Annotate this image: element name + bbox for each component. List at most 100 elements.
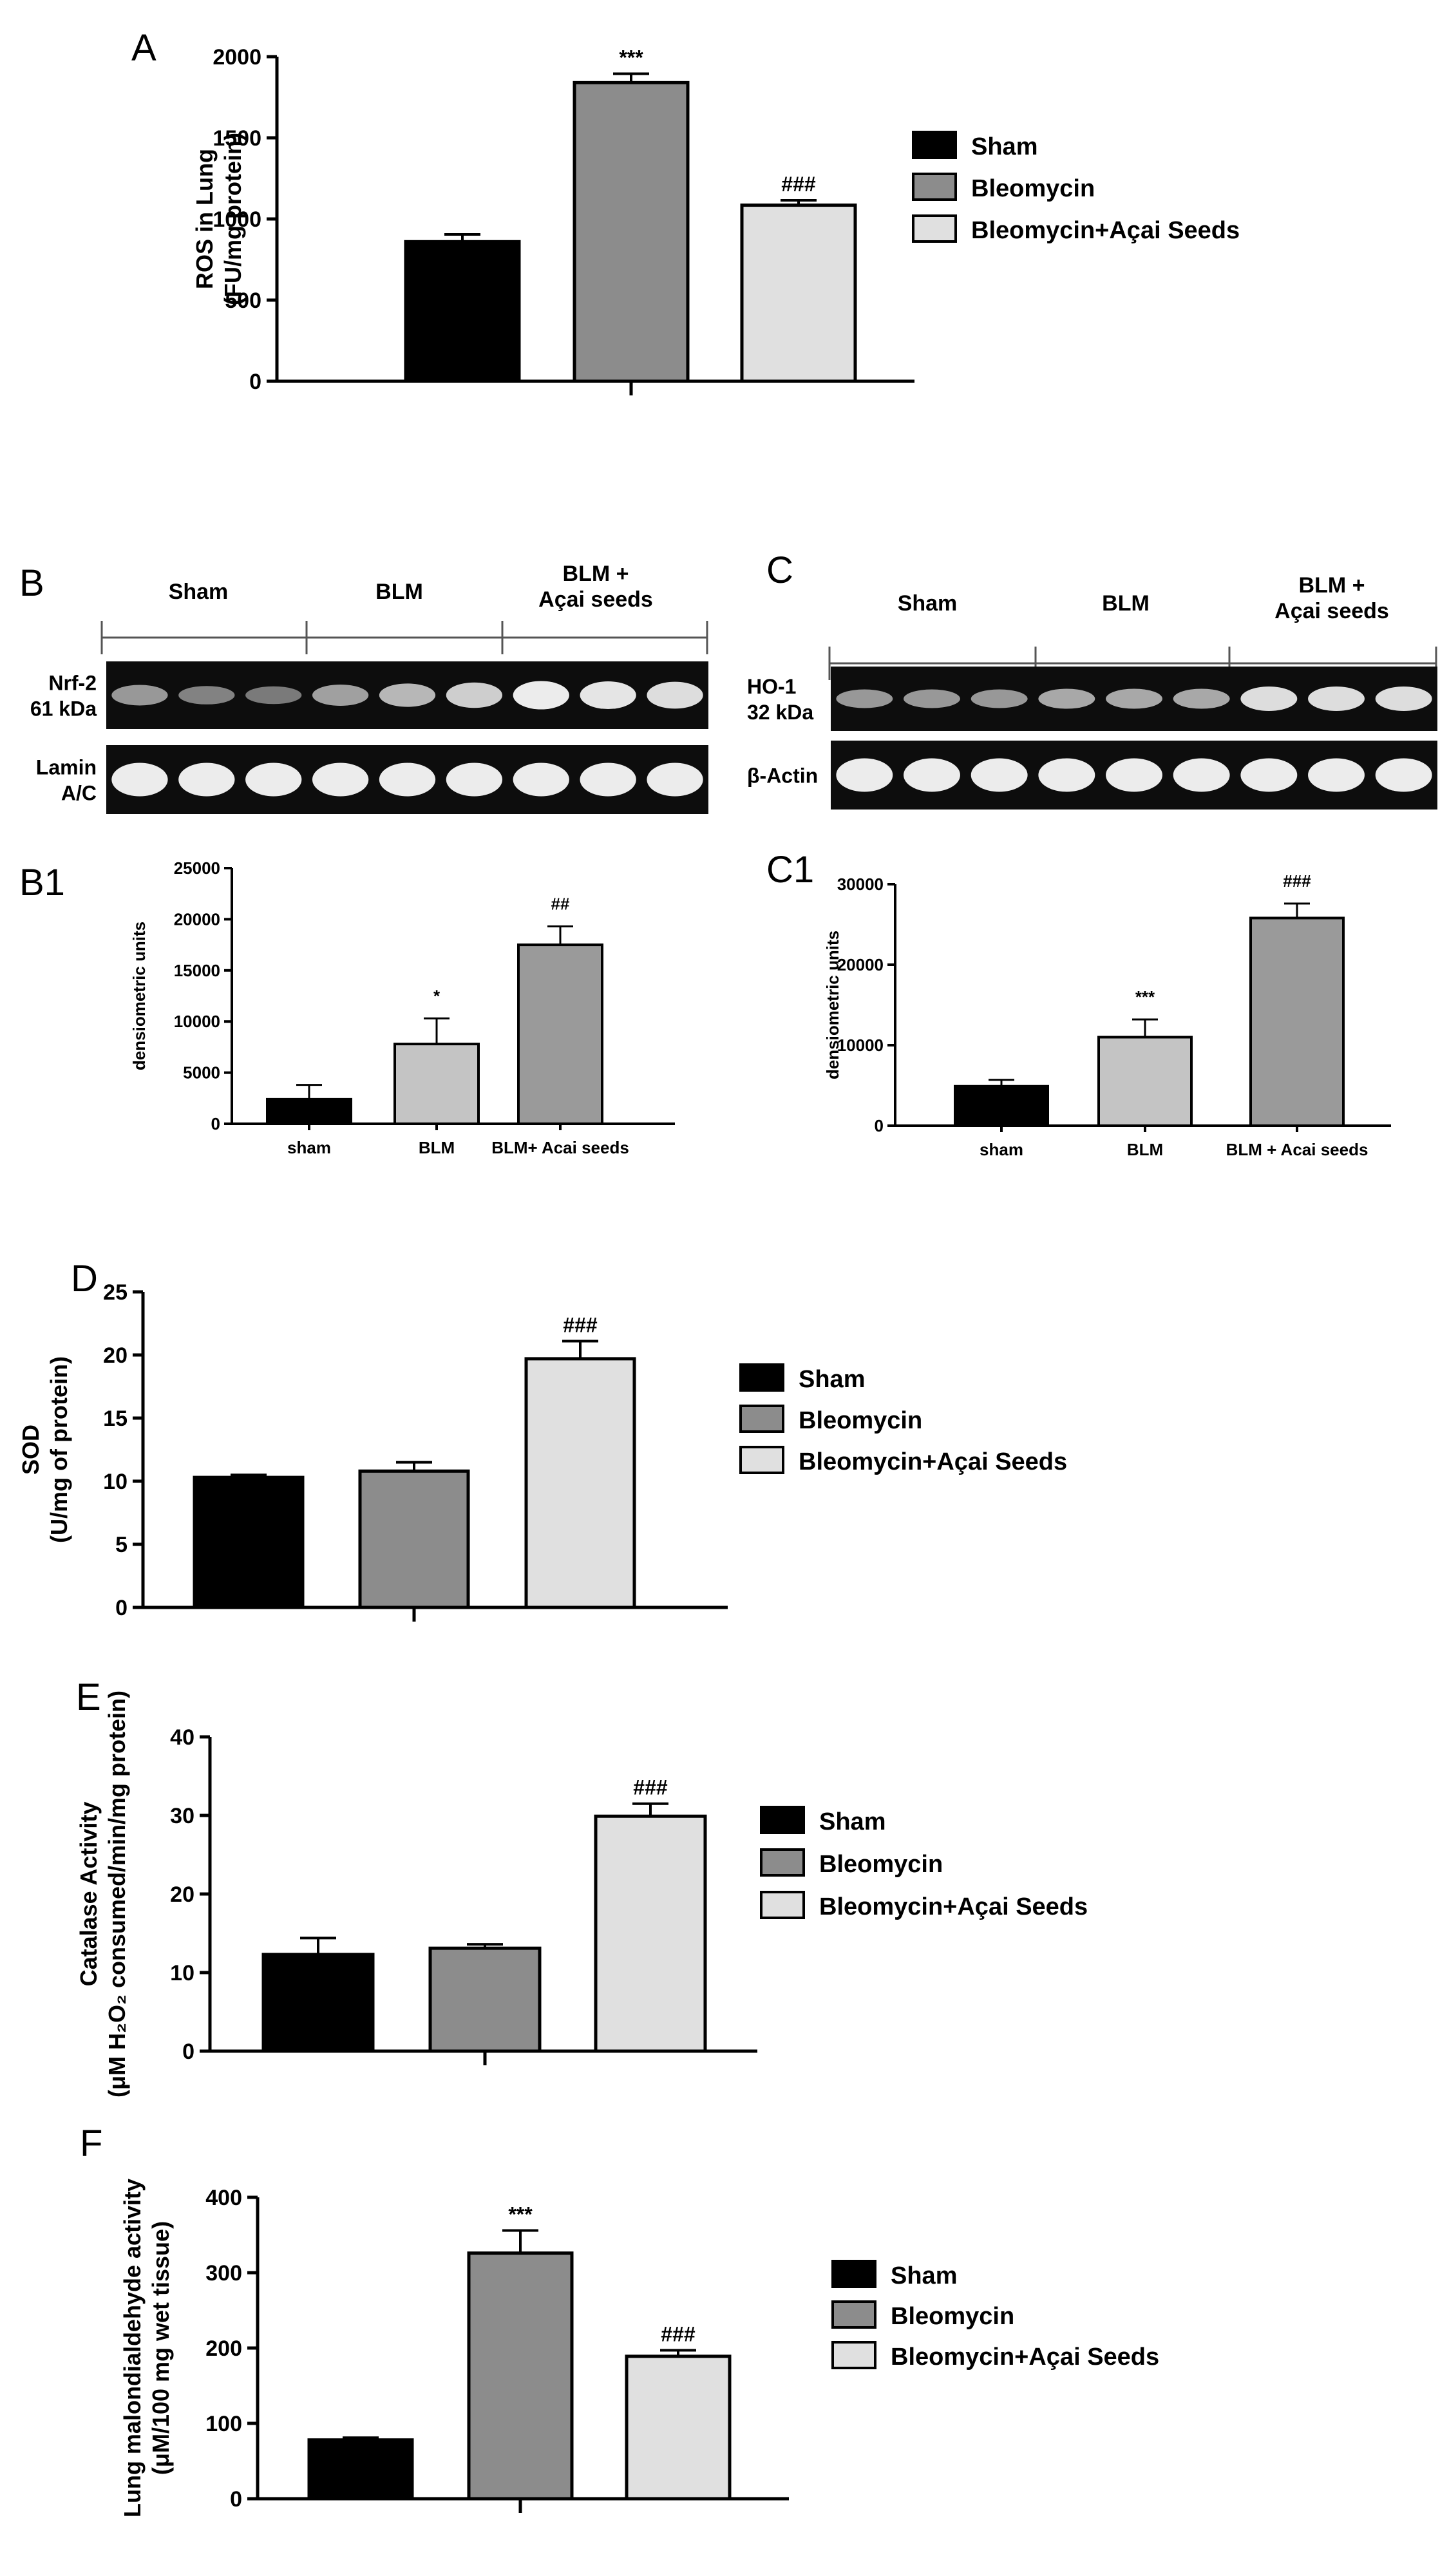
- bar: [1097, 1036, 1193, 1127]
- legend-label: Sham: [799, 1366, 865, 1393]
- legend-swatch: [912, 173, 957, 201]
- y-tick-label: 200: [205, 2336, 242, 2361]
- blot-row-label: HO-1: [747, 675, 796, 698]
- x-tick-label: sham: [980, 1140, 1023, 1159]
- blot-band: [1106, 688, 1162, 709]
- western-blot-b: Sham BLM BLM +Açai seeds Nrf-261 kDa Lamin A/…: [30, 562, 708, 814]
- y-tick-label: 15: [103, 1406, 128, 1431]
- x-tick-label: BLM: [419, 1138, 455, 1157]
- blot-band: [513, 762, 569, 797]
- blot-band: [1375, 758, 1432, 792]
- legend-swatch: [760, 1806, 805, 1834]
- blot-band: [446, 762, 503, 797]
- y-tick-label: 20: [170, 1882, 194, 1907]
- y-tick-label: 20000: [174, 909, 220, 929]
- y-axis-title: (μM H₂O₂ consumed/min/mg protein): [104, 1690, 130, 2098]
- western-blot-c: Sham BLM BLM +Açai seeds HO-1 32 kDa β-Actin: [747, 573, 1437, 810]
- blot-band: [379, 683, 436, 707]
- blot-band: [904, 758, 960, 792]
- y-axis-title: ROS in Lung: [191, 149, 218, 289]
- bar: [1249, 916, 1345, 1127]
- y-tick-label: 30: [170, 1804, 194, 1828]
- panel-label-b: B: [19, 562, 44, 604]
- bar: [307, 2438, 414, 2501]
- y-tick-label: 0: [230, 2487, 242, 2512]
- significance-label: ###: [661, 2323, 696, 2346]
- blot-band: [647, 762, 703, 797]
- y-tick-label: 10000: [174, 1012, 220, 1031]
- chart-d: 0 5 10 15 20 25 ### SOD (U/mg of protein) Sham Ble…: [17, 1280, 1067, 1622]
- significance-label: ***: [1135, 987, 1155, 1007]
- blot-band: [580, 762, 636, 797]
- blot-band: [245, 686, 302, 705]
- panel-label-d: D: [71, 1258, 98, 1300]
- legend-swatch: [739, 1446, 784, 1474]
- y-axis-title: (U/mg of protein): [46, 1356, 72, 1543]
- chart-a: 0 500 1000 1500 2000 *** ### ROS in Lung (FU/mg …: [191, 45, 1240, 395]
- blot-band: [836, 758, 893, 792]
- bar: [193, 1475, 305, 1609]
- y-axis-title: SOD: [17, 1425, 44, 1475]
- blot-band: [1375, 687, 1432, 711]
- significance-label: ##: [551, 895, 570, 914]
- blot-group-label: Açai seeds: [1274, 599, 1389, 623]
- blot-band: [111, 762, 168, 797]
- blot-row-label: Nrf-2: [48, 672, 97, 695]
- blot-row-label: β-Actin: [747, 764, 818, 788]
- y-axis-title: densiometric units: [129, 922, 149, 1070]
- chart-b1: 0 5000 10000 15000 20000 25000 sham BLM * BLM+ Ac…: [129, 858, 675, 1157]
- bar: [740, 204, 857, 383]
- blot-band: [1240, 687, 1298, 711]
- blot-row-label: Lamin: [36, 756, 97, 779]
- y-axis-title: (μM/100 mg wet tissue): [147, 2221, 174, 2475]
- panel-label-c: C: [766, 549, 793, 591]
- y-tick-label: 5: [115, 1533, 128, 1557]
- blot-group-label: BLM: [375, 580, 423, 604]
- panel-label-b1: B1: [19, 862, 65, 904]
- bar: [428, 1946, 542, 2053]
- panel-label-e: E: [76, 1676, 101, 1718]
- blot-band: [1173, 688, 1230, 709]
- y-tick-label: 300: [205, 2261, 242, 2286]
- blot-band: [312, 685, 369, 706]
- panel-label-f: F: [80, 2123, 102, 2164]
- panel-label-a: A: [131, 27, 156, 69]
- significance-label: ###: [563, 1313, 598, 1336]
- blot-band: [1308, 758, 1365, 792]
- x-tick-label: sham: [287, 1138, 331, 1157]
- significance-label: ***: [508, 2202, 533, 2226]
- legend-label: Bleomycin+Açai Seeds: [819, 1893, 1088, 1920]
- legend-swatch: [912, 131, 957, 159]
- y-axis-title: densiometric units: [823, 931, 842, 1079]
- blot-band: [312, 762, 369, 797]
- significance-label: ***: [619, 46, 643, 69]
- chart-c1: 0 10000 20000 30000 sham BLM *** BLM + Acai see…: [823, 871, 1391, 1159]
- y-axis-title: Catalase Activity: [75, 1802, 102, 1987]
- legend-swatch: [739, 1363, 784, 1392]
- bar: [524, 1357, 636, 1609]
- y-tick-label: 20000: [837, 955, 884, 974]
- blot-row-label: 32 kDa: [747, 701, 813, 724]
- blot-band: [580, 681, 636, 709]
- legend-swatch: [760, 1848, 805, 1877]
- y-tick-label: 30000: [837, 875, 884, 894]
- y-tick-label: 1000: [213, 207, 261, 232]
- panel-label-c1: C1: [766, 849, 814, 891]
- blot-band: [178, 686, 235, 705]
- bar: [517, 943, 603, 1125]
- legend-swatch: [831, 2341, 876, 2369]
- chart-e: 0 10 20 30 40 ### Catalase Activity (μM H₂O₂ co…: [75, 1690, 1088, 2098]
- blot-band: [111, 685, 168, 706]
- blot-band: [971, 689, 1028, 708]
- blot-band: [446, 682, 503, 708]
- bar: [393, 1043, 480, 1125]
- bar: [261, 1953, 375, 2053]
- y-tick-label: 20: [103, 1343, 128, 1368]
- legend-swatch: [739, 1405, 784, 1433]
- y-tick-label: 5000: [183, 1063, 220, 1083]
- bar: [266, 1097, 352, 1125]
- blot-group-label: BLM: [1102, 591, 1150, 616]
- legend-swatch: [760, 1891, 805, 1919]
- y-tick-label: 10: [103, 1470, 128, 1494]
